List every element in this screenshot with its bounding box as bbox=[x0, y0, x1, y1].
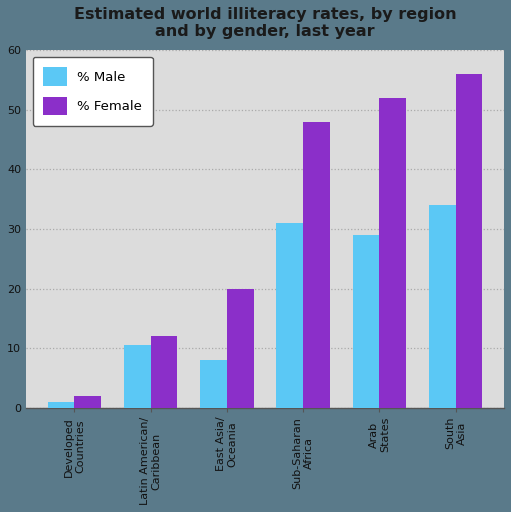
Bar bbox=[379, 98, 406, 408]
Bar bbox=[75, 396, 101, 408]
Bar bbox=[151, 336, 177, 408]
Bar bbox=[276, 223, 303, 408]
Legend: % Male, % Female: % Male, % Female bbox=[33, 57, 153, 126]
Bar bbox=[303, 122, 330, 408]
Bar bbox=[353, 235, 379, 408]
Bar bbox=[429, 205, 456, 408]
Bar bbox=[124, 345, 151, 408]
Bar bbox=[48, 402, 75, 408]
Bar bbox=[227, 289, 253, 408]
Bar bbox=[456, 74, 482, 408]
Bar bbox=[200, 360, 227, 408]
Title: Estimated world illiteracy rates, by region
and by gender, last year: Estimated world illiteracy rates, by reg… bbox=[74, 7, 456, 39]
